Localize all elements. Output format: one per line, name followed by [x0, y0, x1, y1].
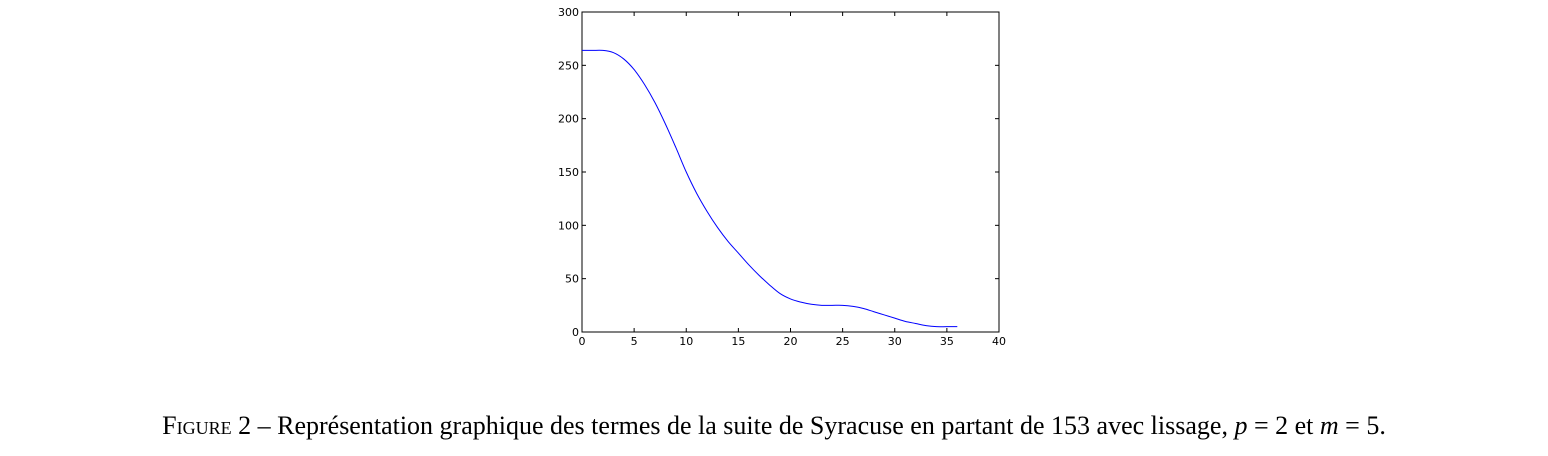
y-tick-label: 0 — [572, 326, 579, 339]
caption-number: 2 — [238, 411, 252, 440]
y-tick-label: 250 — [558, 59, 579, 72]
figure-caption: Figure 2 – Représentation graphique des … — [0, 411, 1548, 441]
caption-label: Figure — [162, 411, 232, 440]
y-tick-label: 50 — [565, 273, 579, 286]
caption-text: Représentation graphique des termes de l… — [277, 411, 1228, 440]
x-tick-label: 10 — [679, 335, 693, 348]
x-tick-labels: 0 5 10 15 20 25 30 35 40 — [579, 335, 1007, 348]
line-chart: 0 5 10 15 20 25 30 35 40 0 50 100 150 200 250 300 — [558, 6, 1007, 348]
y-tick-label: 300 — [558, 6, 579, 19]
caption-m-value: = 5. — [1345, 411, 1386, 440]
caption-m-symbol: m — [1319, 411, 1339, 440]
y-tick-label: 200 — [558, 113, 579, 126]
x-tick-label: 35 — [940, 335, 954, 348]
y-tick-label: 100 — [558, 219, 579, 232]
tick-marks — [581, 11, 1000, 333]
x-tick-label: 15 — [731, 335, 745, 348]
x-tick-label: 40 — [992, 335, 1006, 348]
caption-dash: – — [257, 411, 271, 440]
x-tick-label: 30 — [888, 335, 902, 348]
x-tick-label: 20 — [784, 335, 798, 348]
y-tick-labels: 0 50 100 150 200 250 300 — [558, 6, 579, 339]
series-line — [581, 49, 958, 328]
x-tick-label: 5 — [631, 335, 638, 348]
caption-p-symbol: p — [1234, 411, 1248, 440]
y-tick-label: 150 — [558, 166, 579, 179]
caption-p-value: = 2 — [1253, 411, 1289, 440]
x-tick-label: 25 — [836, 335, 850, 348]
x-tick-label: 0 — [579, 335, 586, 348]
plot-frame — [581, 11, 1000, 333]
caption-et: et — [1294, 411, 1314, 440]
